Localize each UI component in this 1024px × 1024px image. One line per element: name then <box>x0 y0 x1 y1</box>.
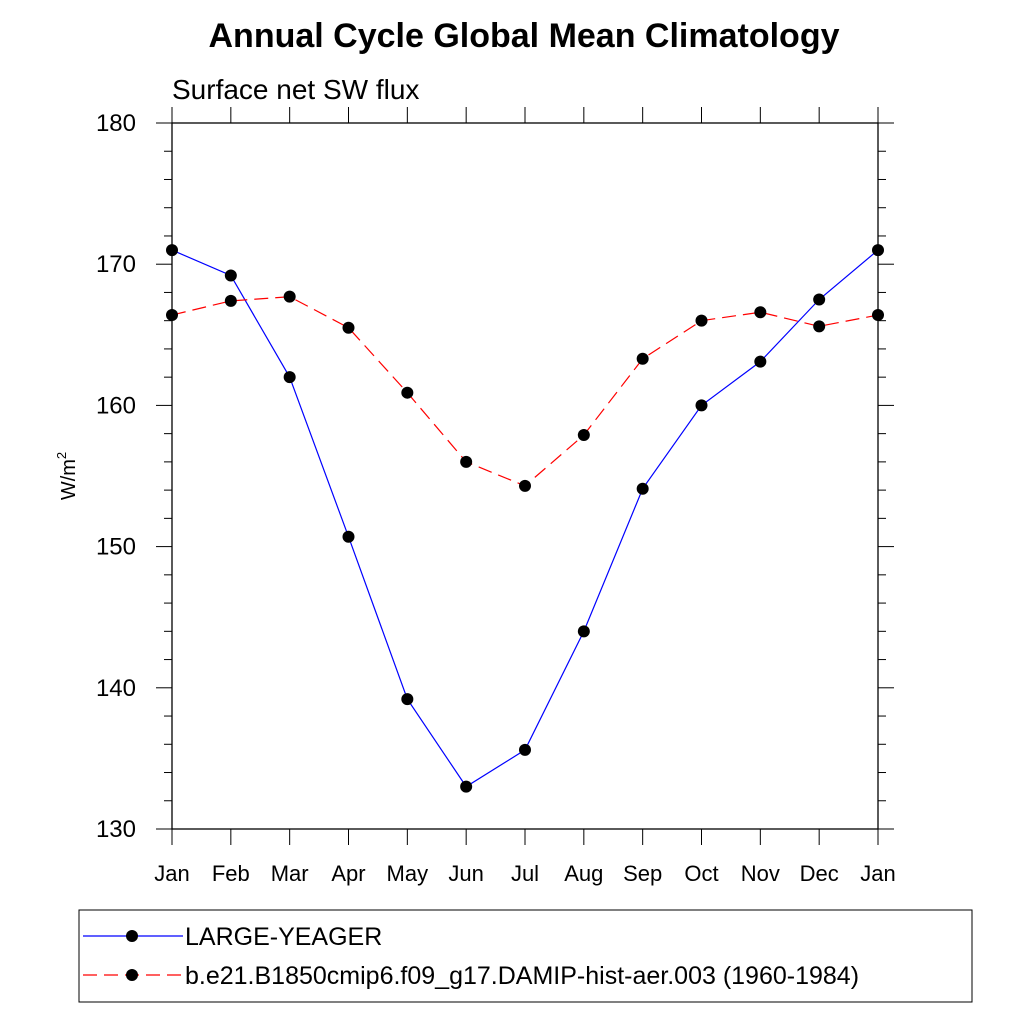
legend-box <box>78 909 973 1003</box>
series-2-point <box>577 429 590 442</box>
x-tick-label: Mar <box>271 861 309 886</box>
x-tick-label: Jun <box>448 861 483 886</box>
series-1-point <box>577 625 590 638</box>
chart-subtitle: Surface net SW flux <box>172 74 419 105</box>
series-layer <box>166 244 884 793</box>
legend-label-2: b.e21.B1850cmip6.f09_g17.DAMIP-hist-aer.… <box>185 962 859 990</box>
series-1-point <box>460 780 473 793</box>
series-2-point <box>224 294 237 307</box>
series-line-2 <box>171 296 879 487</box>
legend-label-1: LARGE-YEAGER <box>185 923 382 951</box>
series-2-point <box>519 479 531 492</box>
chart-title: Annual Cycle Global Mean Climatology <box>209 17 840 55</box>
series-2-point <box>695 314 708 327</box>
x-tick-label: Jul <box>511 861 539 886</box>
legend-marker-1 <box>126 930 138 942</box>
x-tick-label: Aug <box>564 861 603 886</box>
y-tick-label: 150 <box>96 534 136 561</box>
series-1-point <box>754 355 767 368</box>
x-tick-label: Jan <box>154 861 189 886</box>
x-tick-label: Sep <box>623 861 662 886</box>
y-axis-label: W/m2 <box>54 452 80 500</box>
x-tick-label: Feb <box>212 861 250 886</box>
plot-frame <box>171 122 879 830</box>
series-2-point <box>754 306 767 319</box>
series-1-point <box>224 269 237 282</box>
series-2-point <box>813 320 826 333</box>
series-line-1 <box>171 249 879 788</box>
series-2-point <box>401 386 414 399</box>
series-1-point <box>636 482 649 495</box>
x-tick-label: Dec <box>800 861 839 886</box>
y-tick-labels: 130 140 150 160 170 180 <box>96 110 136 843</box>
x-tick-label: Oct <box>684 861 718 886</box>
x-tick-labels: Jan Feb Mar Apr May Jun Jul Aug Sep Oct Nov Dec Jan <box>154 861 895 886</box>
y-tick-label: 160 <box>96 392 136 419</box>
y-axis-label-superscript: 2 <box>54 452 69 459</box>
legend: LARGE-YEAGER b.e21.B1850cmip6.f09_g17.DAM… <box>83 923 859 990</box>
x-tick-label: Nov <box>741 861 780 886</box>
legend-marker-2 <box>126 969 138 981</box>
series-1-point <box>342 530 355 543</box>
series-2-point <box>460 455 473 468</box>
series-1-point <box>283 371 296 384</box>
series-2-point <box>283 290 296 303</box>
y-tick-label: 140 <box>96 675 136 702</box>
series-1-point <box>813 293 826 306</box>
axis-ticks <box>156 107 894 845</box>
x-tick-label: Apr <box>331 861 365 886</box>
series-1-point <box>695 399 708 412</box>
series-1-point <box>519 743 531 756</box>
y-tick-label: 130 <box>96 816 136 843</box>
y-axis-label-base: W/m <box>58 459 80 500</box>
y-tick-label: 170 <box>96 251 136 278</box>
x-tick-label: Jan <box>860 861 895 886</box>
x-tick-label: May <box>387 861 429 886</box>
y-tick-label: 180 <box>96 110 136 137</box>
series-1-point <box>401 693 414 706</box>
series-2-point <box>636 352 649 365</box>
series-2-point <box>342 321 355 334</box>
